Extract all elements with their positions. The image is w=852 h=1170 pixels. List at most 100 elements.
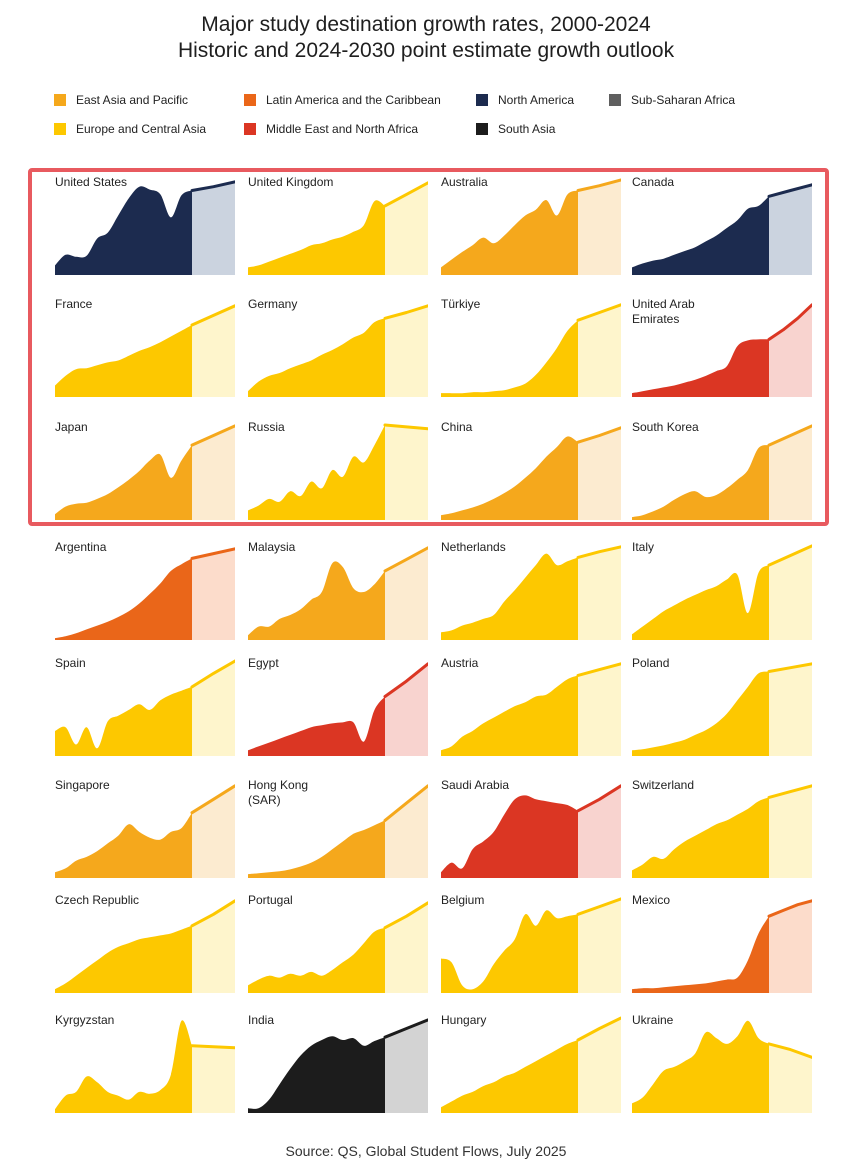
chart-title: Major study destination growth rates, 20… [0, 12, 852, 64]
outlook-line [767, 424, 812, 447]
legend-label: North America [498, 93, 575, 107]
area-chart [632, 544, 812, 640]
historic-area [632, 797, 769, 878]
outlook-area [769, 304, 812, 397]
country-panel: United Arab Emirates [632, 297, 814, 397]
country-panel: Australia [441, 175, 623, 275]
historic-area [55, 925, 192, 993]
outlook-area [578, 546, 621, 640]
area-chart [55, 180, 235, 275]
outlook-area [578, 427, 621, 520]
historic-area [248, 561, 385, 640]
outlook-line [576, 1016, 621, 1042]
country-label: Czech Republic [55, 893, 140, 907]
area-chart [248, 181, 428, 275]
historic-area [632, 671, 769, 756]
country-label: Mexico [632, 893, 671, 907]
legend: East Asia and Pacific Europe and Central … [54, 93, 814, 143]
historic-area [632, 196, 769, 275]
historic-area [248, 1036, 385, 1113]
historic-area [632, 1020, 769, 1113]
historic-area [632, 916, 769, 993]
outlook-line [383, 901, 428, 930]
country-panel: India [248, 1013, 430, 1113]
outlook-line [767, 899, 812, 918]
historic-area [55, 1020, 192, 1113]
country-panel: Argentina [55, 540, 237, 640]
area-chart [248, 304, 428, 397]
country-panel: Ukraine [632, 1013, 814, 1113]
legend-swatch [609, 94, 621, 106]
country-panel: Mexico [632, 893, 814, 993]
historic-area [248, 820, 385, 878]
area-chart [55, 304, 235, 397]
country-panel: United States [55, 175, 237, 275]
area-chart [441, 178, 621, 275]
country-label: Argentina [55, 540, 107, 554]
country-panel: Netherlands [441, 540, 623, 640]
historic-area [248, 200, 385, 275]
outlook-line [383, 423, 428, 431]
country-panel: Spain [55, 656, 237, 756]
area-chart [55, 784, 235, 878]
country-label: Portugal [248, 893, 293, 907]
legend-item: North America [476, 93, 574, 107]
outlook-area [578, 663, 621, 756]
country-label: Italy [632, 540, 655, 554]
area-chart [632, 424, 812, 520]
country-label: Belgium [441, 893, 485, 907]
outlook-line [190, 547, 235, 560]
area-chart [632, 183, 812, 275]
country-panel: Belgium [441, 893, 623, 993]
country-label: Spain [55, 656, 86, 670]
legend-swatch [244, 94, 256, 106]
area-chart [441, 897, 621, 993]
historic-area [55, 558, 192, 640]
outlook-area [385, 902, 428, 993]
outlook-line [190, 180, 235, 192]
outlook-area [192, 661, 235, 756]
country-panel: Singapore [55, 778, 237, 878]
outlook-line [190, 784, 235, 815]
country-label: Japan [55, 420, 88, 434]
country-label: Kyrgyzstan [55, 1013, 115, 1027]
historic-area [441, 910, 578, 993]
title-line-1: Major study destination growth rates, 20… [201, 13, 651, 36]
outlook-line [767, 1042, 812, 1059]
outlook-area [192, 181, 235, 275]
outlook-area [769, 425, 812, 520]
country-label: Singapore [55, 778, 110, 792]
country-panel: Switzerland [632, 778, 814, 878]
country-panel: South Korea [632, 420, 814, 520]
outlook-area [385, 182, 428, 275]
country-label: Canada [632, 175, 675, 189]
country-panel: Portugal [248, 893, 430, 993]
outlook-area [769, 900, 812, 993]
outlook-area [192, 425, 235, 520]
outlook-line [767, 544, 812, 567]
area-chart [248, 901, 428, 993]
outlook-line [576, 784, 621, 813]
country-panel: Russia [248, 420, 430, 520]
area-chart [632, 303, 812, 397]
outlook-area [192, 548, 235, 640]
area-chart [248, 784, 428, 878]
legend-swatch [54, 123, 66, 135]
country-label: Egypt [248, 656, 279, 670]
country-panel: Italy [632, 540, 814, 640]
country-label: Türkiye [441, 297, 481, 311]
outlook-area [578, 304, 621, 397]
outlook-area [769, 545, 812, 640]
country-label: United States [55, 175, 128, 189]
outlook-area [578, 785, 621, 878]
historic-area [248, 318, 385, 397]
country-label: United Kingdom [248, 175, 334, 189]
country-label: Ukraine [632, 1013, 674, 1027]
legend-item: South Asia [476, 122, 555, 136]
outlook-line [767, 662, 812, 673]
legend-label: East Asia and Pacific [76, 93, 189, 107]
country-panel: Austria [441, 656, 623, 756]
outlook-line [190, 424, 235, 447]
outlook-area [192, 305, 235, 397]
outlook-line [767, 303, 812, 341]
